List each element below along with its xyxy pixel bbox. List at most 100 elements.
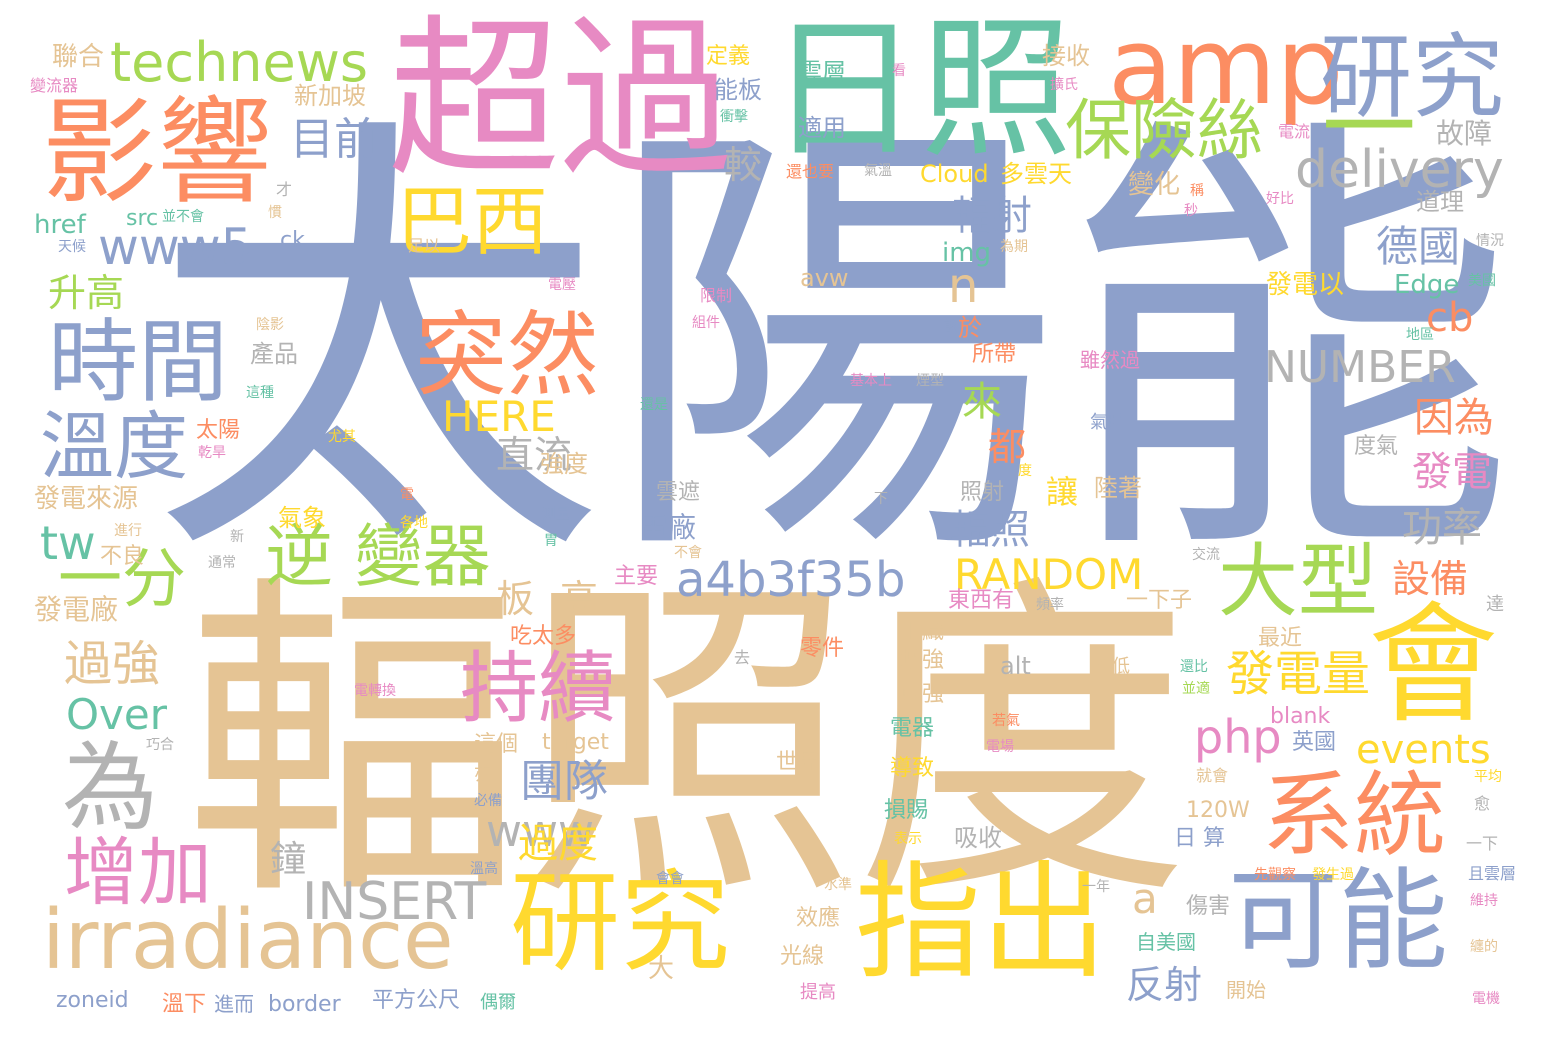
word: HERE: [442, 392, 556, 441]
word: 就會: [1196, 766, 1229, 785]
word: 適用: [798, 114, 846, 142]
word: 反射: [1126, 963, 1203, 1007]
word: 新: [230, 529, 244, 545]
word: 逆 變器: [265, 518, 491, 597]
word: www: [486, 806, 594, 857]
word: 進行: [114, 523, 142, 539]
word: 溫度: [40, 404, 188, 490]
word: 還是: [640, 397, 668, 413]
word: 團隊: [520, 756, 608, 807]
word: 發電廠: [34, 593, 119, 626]
word: 必備: [474, 793, 502, 809]
word: 輻射: [952, 193, 1032, 239]
word: 升高: [48, 271, 125, 315]
word: n: [948, 258, 979, 314]
word: 不會: [674, 545, 702, 561]
word: 變化: [1128, 170, 1181, 200]
word: 降低: [1094, 656, 1130, 677]
word: 溫下: [162, 992, 207, 1017]
word: 產品: [250, 340, 298, 368]
word: 才: [276, 180, 293, 199]
word: 影響: [42, 86, 273, 220]
word: irradiance: [42, 893, 454, 988]
word: 突然: [415, 302, 600, 409]
word: 東西有: [948, 588, 1015, 613]
word: 進而: [214, 992, 254, 1016]
word: a: [1132, 874, 1158, 923]
word: 度氣: [1354, 434, 1399, 459]
word: 都: [988, 425, 1027, 469]
word: 並適: [1182, 681, 1210, 697]
word: 測量: [542, 507, 570, 523]
word: 定義: [706, 44, 751, 69]
word: 還也要: [786, 162, 835, 181]
word: 導致: [890, 756, 935, 781]
word: 道理: [1416, 188, 1464, 216]
word: 電器: [890, 716, 935, 741]
word: 美國: [1468, 273, 1496, 289]
word: 可能: [1228, 857, 1448, 985]
word: 於: [958, 314, 982, 342]
word: 超過: [388, 0, 732, 200]
word: 系統: [1262, 762, 1447, 869]
word: 愈: [1474, 794, 1491, 813]
word: php: [1194, 710, 1282, 764]
word: 稱: [1190, 183, 1204, 199]
word: 限制: [700, 286, 733, 305]
word: 雖然過: [1080, 348, 1140, 372]
word: 主要: [614, 564, 659, 589]
word: 去: [734, 648, 751, 667]
word: 組織: [900, 620, 945, 645]
word: blank: [1270, 704, 1331, 729]
word: 太陽: [196, 418, 241, 443]
word: NUMBER: [1264, 342, 1456, 393]
word: 新加坡: [294, 82, 366, 110]
word: 損賜: [884, 798, 929, 823]
word: 電機: [1472, 991, 1500, 1007]
word: 故障: [1436, 117, 1493, 150]
word: 這種: [246, 385, 274, 401]
word: 為期: [1000, 239, 1028, 255]
word: 乾旱: [198, 445, 226, 461]
word: a4b3f35b: [676, 552, 906, 608]
word: 提高: [800, 982, 836, 1003]
word: 平方公尺: [372, 988, 461, 1013]
word: 慣: [268, 205, 282, 221]
word: 平均: [1474, 769, 1502, 785]
word: 並不會: [162, 209, 204, 225]
word: 電流: [1278, 122, 1311, 141]
word: 來: [962, 379, 1002, 425]
word: 足以: [408, 236, 441, 255]
word: 維持: [1470, 893, 1498, 909]
word: 太陽能: [150, 83, 1515, 612]
word: 偶爾: [480, 992, 516, 1013]
word: www5: [98, 218, 253, 276]
word: 發電以: [1266, 270, 1345, 300]
word: 好比: [1266, 191, 1294, 207]
word: 高: [560, 577, 599, 621]
word: 擴氏: [1050, 77, 1078, 93]
word: Over: [66, 690, 168, 739]
word: 天候: [58, 239, 86, 255]
word: 各地: [400, 515, 428, 531]
word: 研究: [1320, 24, 1505, 131]
word: 為: [62, 732, 158, 844]
word: 一下: [1466, 834, 1499, 853]
word: INSERT: [302, 872, 487, 932]
word: 日照: [768, 1, 1072, 178]
word: 世界: [776, 750, 821, 775]
word: 指出: [855, 849, 1107, 996]
word: 輻照: [950, 507, 1030, 553]
word: 吃太多: [510, 624, 577, 649]
word: 一: [1322, 74, 1417, 183]
word: 發生過: [1312, 867, 1354, 883]
word: 電場: [986, 739, 1014, 755]
word: RANDOM: [954, 550, 1144, 599]
word: 照射: [960, 480, 1005, 505]
word: 較: [724, 143, 763, 187]
word: 目前: [290, 114, 378, 165]
word: 水準: [824, 877, 852, 893]
word: 看: [892, 63, 906, 79]
word: 過度: [518, 821, 598, 867]
word: 通常: [208, 555, 236, 571]
